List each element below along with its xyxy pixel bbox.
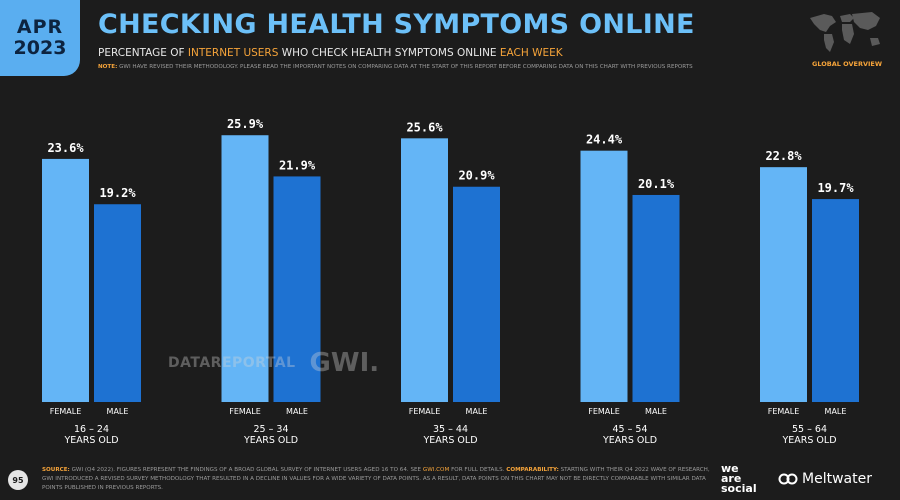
series-label-female: FEMALE	[50, 407, 82, 416]
bar-female	[42, 158, 89, 402]
bar-female	[221, 135, 269, 403]
datareportal-watermark: DATAREPORTAL	[168, 355, 296, 371]
data-label: 20.9%	[458, 169, 495, 183]
series-label-female: FEMALE	[768, 407, 800, 416]
date-badge: APR 2023	[0, 0, 80, 76]
bar-female	[760, 167, 807, 402]
data-label: 20.1%	[638, 177, 675, 191]
we-are-social-logo: we are social	[721, 462, 757, 495]
category-label: 45 – 54	[613, 424, 648, 435]
series-label-male: MALE	[466, 407, 488, 416]
bar-male	[94, 204, 141, 402]
global-overview-label: GLOBAL OVERVIEW	[812, 60, 883, 68]
series-label-female: FEMALE	[409, 407, 441, 416]
watermark: DATAREPORTAL GWI.	[168, 348, 379, 378]
series-label-female: FEMALE	[229, 407, 261, 416]
bar-male	[453, 186, 500, 402]
methodology-note: NOTE: GWI HAVE REVISED THEIR METHODOLOGY…	[98, 64, 693, 70]
page-subtitle: PERCENTAGE OF INTERNET USERS WHO CHECK H…	[98, 47, 563, 59]
category-label: 16 – 24	[74, 424, 109, 435]
bar-male	[273, 176, 321, 402]
world-map-icon	[810, 12, 880, 52]
data-label: 25.6%	[406, 120, 443, 134]
bar-female	[580, 150, 628, 402]
category-label: 35 – 44	[433, 424, 468, 435]
bar-male	[812, 199, 859, 402]
category-suffix-label: YEARS OLD	[243, 435, 298, 446]
series-label-male: MALE	[825, 407, 847, 416]
data-label: 24.4%	[586, 133, 623, 147]
page-number: 95	[8, 470, 28, 490]
bar-male	[632, 194, 680, 402]
source-note: SOURCE: GWI (Q4 2022). FIGURES REPRESENT…	[42, 467, 710, 491]
gwi-watermark: GWI.	[309, 348, 380, 378]
data-label: 25.9%	[227, 117, 264, 131]
series-label-female: FEMALE	[588, 407, 620, 416]
bar-female	[401, 138, 448, 402]
page-title: CHECKING HEALTH SYMPTOMS ONLINE	[98, 9, 695, 40]
series-label-male: MALE	[107, 407, 129, 416]
category-suffix-label: YEARS OLD	[602, 435, 657, 446]
category-suffix-label: YEARS OLD	[781, 435, 836, 446]
data-label: 21.9%	[279, 158, 316, 172]
date-month: APR	[16, 16, 64, 38]
meltwater-icon	[778, 473, 798, 485]
data-label: 23.6%	[47, 141, 84, 155]
category-suffix-label: YEARS OLD	[422, 435, 477, 446]
data-label: 19.2%	[99, 186, 136, 200]
data-label: 22.8%	[765, 149, 802, 163]
data-label: 19.7%	[817, 181, 854, 195]
meltwater-logo: Meltwater	[778, 471, 872, 487]
category-label: 25 – 34	[254, 424, 289, 435]
category-label: 55 – 64	[792, 424, 827, 435]
category-suffix-label: YEARS OLD	[63, 435, 118, 446]
series-label-male: MALE	[645, 407, 667, 416]
date-year: 2023	[13, 37, 67, 59]
series-label-male: MALE	[286, 407, 308, 416]
